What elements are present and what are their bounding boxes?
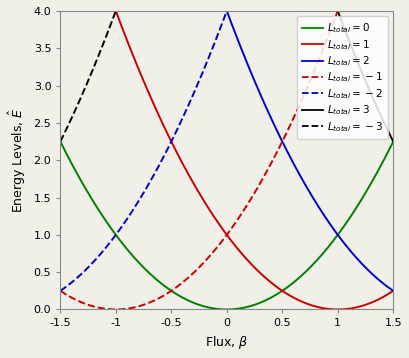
$L_{total}=0$ bbox=[381, 158, 386, 162]
$L_{total}=0$ bbox=[58, 139, 63, 144]
$L_{total}=-3$ bbox=[58, 139, 63, 144]
$L_{total}=-3$ bbox=[64, 127, 69, 131]
$L_{total}=1$ bbox=[112, 6, 117, 10]
$L_{total}=3$ bbox=[340, 22, 345, 26]
$L_{total}=2$ bbox=[223, 5, 228, 10]
$L_{total}=0$ bbox=[220, 307, 225, 311]
$L_{total}=-1$ bbox=[143, 302, 148, 306]
$L_{total}=0$ bbox=[75, 172, 80, 176]
$L_{total}=-2$ bbox=[222, 15, 227, 19]
Line: $L_{total}=-1$: $L_{total}=-1$ bbox=[61, 7, 339, 309]
$L_{total}=-2$ bbox=[147, 181, 152, 185]
$L_{total}=1$ bbox=[197, 191, 202, 195]
$L_{total}=-2$ bbox=[221, 16, 226, 21]
$L_{total}=1$ bbox=[335, 307, 340, 311]
$L_{total}=1$ bbox=[391, 289, 396, 293]
$L_{total}=3$ bbox=[391, 139, 396, 144]
$L_{total}=0$ bbox=[211, 306, 216, 310]
$L_{total}=3$ bbox=[340, 21, 345, 25]
$L_{total}=-2$ bbox=[72, 278, 76, 282]
$L_{total}=-2$ bbox=[116, 229, 121, 233]
$L_{total}=-3$ bbox=[64, 127, 69, 131]
$L_{total}=-3$ bbox=[64, 126, 69, 131]
$L_{total}=-1$ bbox=[113, 307, 118, 311]
$L_{total}=-1$ bbox=[96, 305, 101, 310]
$L_{total}=2$ bbox=[391, 289, 396, 293]
$L_{total}=3$ bbox=[352, 52, 357, 56]
$L_{total}=-1$ bbox=[147, 301, 152, 305]
$L_{total}=2$ bbox=[312, 198, 317, 202]
$L_{total}=2$ bbox=[387, 286, 391, 290]
$L_{total}=-1$ bbox=[58, 289, 63, 293]
$L_{total}=-3$ bbox=[108, 24, 112, 28]
$L_{total}=-2$ bbox=[226, 5, 231, 10]
Line: $L_{total}=1$: $L_{total}=1$ bbox=[115, 7, 393, 309]
$L_{total}=-2$ bbox=[134, 203, 139, 207]
$L_{total}=3$ bbox=[340, 22, 345, 26]
$L_{total}=2$ bbox=[299, 176, 304, 180]
$L_{total}=0$ bbox=[320, 252, 325, 256]
$L_{total}=1$ bbox=[112, 5, 117, 9]
$L_{total}=-1$ bbox=[207, 255, 211, 259]
$L_{total}=1$ bbox=[343, 307, 348, 311]
$L_{total}=-3$ bbox=[115, 5, 119, 10]
$L_{total}=-1$ bbox=[58, 289, 63, 293]
$L_{total}=3$ bbox=[384, 125, 389, 129]
$L_{total}=-1$ bbox=[289, 120, 294, 125]
Line: $L_{total}=-3$: $L_{total}=-3$ bbox=[61, 8, 117, 141]
$L_{total}=2$ bbox=[237, 42, 242, 46]
$L_{total}=-3$ bbox=[76, 101, 81, 106]
Legend: $L_{total}=0$, $L_{total}=1$, $L_{total}=2$, $L_{total}=-1$, $L_{total}=-2$, $L_: $L_{total}=0$, $L_{total}=1$, $L_{total}… bbox=[297, 16, 388, 139]
$L_{total}=3$ bbox=[334, 5, 339, 10]
$L_{total}=0$ bbox=[224, 307, 229, 311]
X-axis label: Flux, $\beta$: Flux, $\beta$ bbox=[205, 334, 249, 351]
$L_{total}=0$ bbox=[381, 158, 386, 163]
Line: $L_{total}=3$: $L_{total}=3$ bbox=[337, 8, 393, 141]
$L_{total}=1$ bbox=[261, 273, 265, 277]
$L_{total}=2$ bbox=[281, 142, 286, 146]
$L_{total}=1$ bbox=[150, 99, 155, 103]
$L_{total}=-1$ bbox=[337, 5, 342, 9]
$L_{total}=0$ bbox=[391, 139, 396, 144]
$L_{total}=1$ bbox=[200, 197, 205, 202]
Line: $L_{total}=-2$: $L_{total}=-2$ bbox=[61, 8, 228, 291]
Line: $L_{total}=2$: $L_{total}=2$ bbox=[225, 8, 393, 291]
$L_{total}=-2$ bbox=[58, 289, 63, 293]
$L_{total}=-3$ bbox=[68, 118, 73, 122]
Line: $L_{total}=0$: $L_{total}=0$ bbox=[61, 141, 393, 309]
Y-axis label: Energy Levels, $\hat{E}$: Energy Levels, $\hat{E}$ bbox=[7, 107, 28, 213]
$L_{total}=2$ bbox=[387, 286, 392, 291]
$L_{total}=3$ bbox=[344, 33, 349, 37]
